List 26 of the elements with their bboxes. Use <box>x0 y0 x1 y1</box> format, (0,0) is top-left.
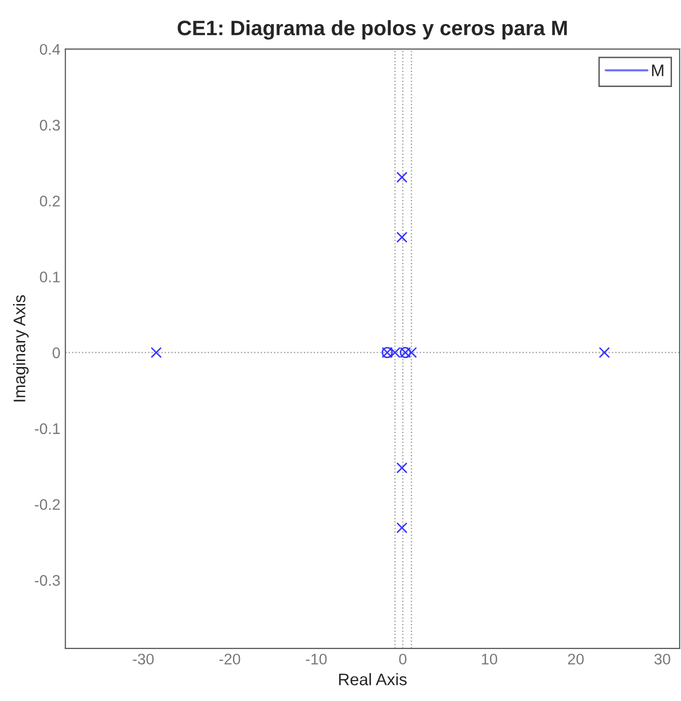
x-tick-label: 10 <box>482 654 498 665</box>
y-tick-label: -0.2 <box>34 499 60 510</box>
x-tick-label: 20 <box>568 654 584 665</box>
y-axis-title: Imaginary Axis <box>13 295 29 402</box>
y-tick-label: 0.1 <box>40 272 60 282</box>
y-tick-label: -0.1 <box>34 423 60 434</box>
y-tick-label: 0.3 <box>40 120 60 131</box>
y-tick-label: -0.3 <box>34 575 60 586</box>
x-tick-label: -30 <box>132 654 154 665</box>
x-tick-label: -20 <box>219 654 240 665</box>
chart-title: CE1: Diagrama de polos y ceros para M <box>178 20 567 40</box>
y-tick-label: 0 <box>52 347 60 358</box>
point <box>396 462 408 474</box>
point <box>598 346 610 358</box>
point <box>150 346 162 358</box>
y-tick-label: 0.2 <box>40 196 60 206</box>
point <box>396 522 408 534</box>
x-tick-label: 30 <box>654 654 670 665</box>
x-tick-label: 0 <box>399 654 406 665</box>
x-axis-title: Real Axis <box>339 673 407 686</box>
point <box>406 346 417 358</box>
legend-label: M <box>652 64 664 76</box>
y-tick-label: 0.4 <box>40 44 60 55</box>
x-tick-label: -10 <box>306 654 327 665</box>
point <box>396 172 408 183</box>
point <box>396 232 408 243</box>
